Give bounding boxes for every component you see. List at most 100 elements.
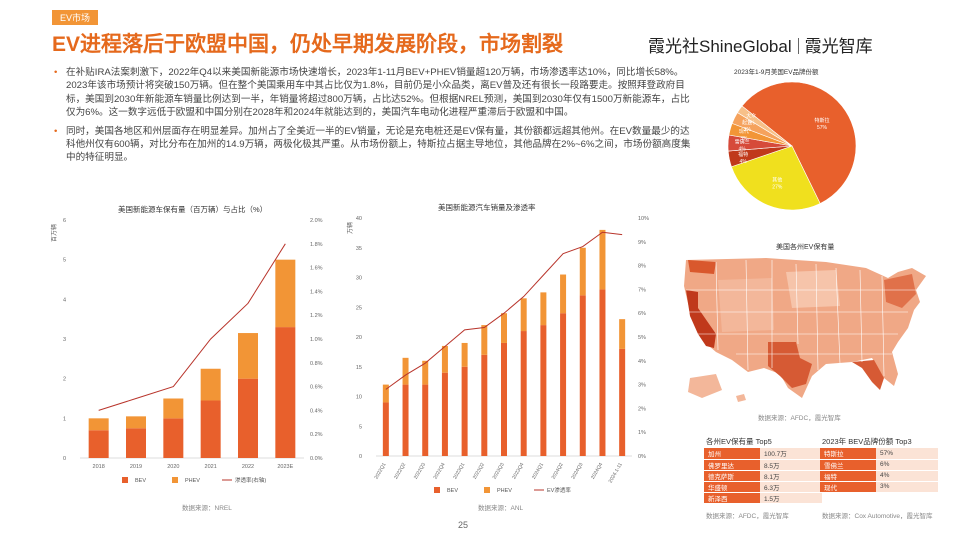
pie-slice-value: 3% [744, 127, 752, 133]
y2-tick-label: 0.4% [310, 408, 323, 414]
x-tick-label: 2020 [167, 464, 179, 470]
brand-logo: 霞光社ShineGlobal 霞光智库 [648, 32, 873, 57]
pie-slice-value: 57% [817, 125, 828, 131]
bar-phev [402, 357, 409, 385]
y-tick-label: 20 [356, 335, 362, 341]
bar-bev [382, 402, 389, 456]
map-source: 数据来源：AFDC，霞光智库 [758, 415, 841, 422]
legend-label: EV渗透率 [547, 486, 571, 494]
y2-tick-label: 1.4% [310, 289, 323, 295]
bar-phev [520, 298, 527, 332]
map-state-northeast [884, 274, 916, 308]
y-tick-label: 10 [356, 395, 362, 401]
x-tick-label: 2024Q1 [531, 462, 545, 481]
x-tick-label: 2023Q4 [511, 462, 525, 481]
bar-phev [501, 313, 507, 343]
legend-swatch [484, 487, 490, 493]
table-row: 佛罗里达 8.5万 [704, 459, 822, 471]
bar-bev [540, 325, 547, 456]
table-cell: 4% [876, 470, 938, 482]
x-tick-label: 2022Q4 [433, 462, 447, 481]
map-state-mountain [718, 278, 774, 332]
x-tick-label: 2022Q2 [393, 462, 407, 481]
map-alaska [688, 374, 722, 398]
y-tick-label: 25 [356, 305, 362, 311]
legend-label: PHEV [497, 488, 512, 494]
pie-slice-value: 4% [739, 147, 747, 153]
y-axis-label: 百万辆 [50, 224, 58, 242]
bar-bev [619, 348, 626, 456]
bar-bev [441, 372, 448, 456]
y-tick-label: 5 [359, 424, 362, 430]
table-row: 加州 100.7万 [704, 448, 822, 460]
bar-bev [422, 384, 429, 456]
y2-tick-label: 4% [638, 359, 646, 365]
page-title: EV进程落后于欧盟中国，仍处早期发展阶段，市场割裂 [52, 33, 564, 56]
pie-slice [741, 81, 857, 204]
bar-bev [402, 384, 409, 456]
pie-slice-label: 其他 [772, 176, 782, 183]
bar-bev [599, 289, 606, 456]
bar-phev [200, 368, 221, 401]
table-cell: 雪佛兰 [820, 459, 876, 471]
table-cell: 德克萨斯 [704, 470, 760, 482]
x-tick-label: 2019 [130, 464, 142, 470]
y2-tick-label: 2.0% [310, 218, 323, 224]
y-tick-label: 3 [63, 337, 66, 343]
table-cell: 6.3万 [760, 481, 822, 493]
table-row: 特斯拉 57% [820, 448, 938, 460]
brand-right: 霞光智库 [804, 37, 873, 56]
chart1-title: 美国新能源车保有量（百万辆）与占比（%） [118, 205, 268, 214]
pie-slice-label: 特斯拉 [814, 117, 829, 124]
legend-swatch [172, 477, 178, 483]
map-state-florida [852, 360, 884, 390]
map-state-texas [768, 342, 812, 388]
line-penetration [98, 243, 286, 411]
y2-tick-label: 0.6% [310, 385, 323, 391]
table-cell: 佛罗里达 [704, 459, 760, 471]
brand-left: 霞光社ShineGlobal [648, 37, 792, 56]
bar-bev [88, 430, 109, 458]
bar-bev [126, 428, 146, 458]
x-tick-label: 2022Q1 [373, 462, 387, 481]
y2-tick-label: 6% [638, 311, 646, 317]
table-row: 现代 3% [820, 481, 938, 493]
bar-bev [200, 400, 221, 458]
x-tick-label: 2021 [205, 464, 217, 470]
x-tick-label: 2022 [242, 464, 254, 470]
chart2-svg: 万辆 0 5 10 15 20 25 30 35 40 0% 1% 2% 3% 4% 5% 6% 7% 8% 9% 10… [346, 216, 649, 494]
x-tick-label: 2023Q3 [492, 462, 506, 481]
table-right: 特斯拉 57% 雪佛兰 6% 福特 4% 现代 3% [820, 448, 938, 493]
table-cell: 100.7万 [760, 448, 822, 460]
table-row: 德克萨斯 8.1万 [704, 470, 822, 482]
x-tick-label: 2022Q3 [413, 462, 427, 481]
y2-tick-label: 7% [638, 287, 646, 293]
x-tick-label: 2018 [93, 464, 105, 470]
bar-phev [540, 292, 547, 326]
bar-phev [560, 274, 567, 314]
bar-bev [560, 313, 567, 456]
x-tick-label: 2023Q2 [472, 462, 486, 481]
y-tick-label: 35 [356, 246, 362, 252]
y-tick-label: 5 [63, 258, 66, 264]
map-state-washington [688, 260, 716, 274]
table-cell: 8.5万 [760, 459, 822, 471]
chart1-source: 数据来源：NREL [182, 505, 232, 512]
bar-phev [163, 398, 184, 419]
y2-tick-label: 1% [638, 430, 646, 436]
table-cell: 福特 [820, 470, 876, 482]
bar-bev [520, 331, 527, 456]
y2-tick-label: 1.6% [310, 266, 323, 272]
legend-label: BEV [135, 478, 146, 484]
y2-tick-label: 2% [638, 406, 646, 412]
pie-slice-label: 现代 [739, 128, 749, 135]
line-penetration [385, 231, 623, 390]
table-right-source: 数据来源：Cox Automotive，霞光智库 [822, 513, 933, 520]
bar-bev [501, 342, 507, 456]
legend-label: BEV [447, 488, 458, 494]
pie-slice-label: 雪佛兰 [735, 139, 750, 146]
table-cell: 6% [876, 459, 938, 471]
bar-phev [441, 345, 448, 373]
x-tick-label: 2024.1-11 [608, 462, 624, 484]
